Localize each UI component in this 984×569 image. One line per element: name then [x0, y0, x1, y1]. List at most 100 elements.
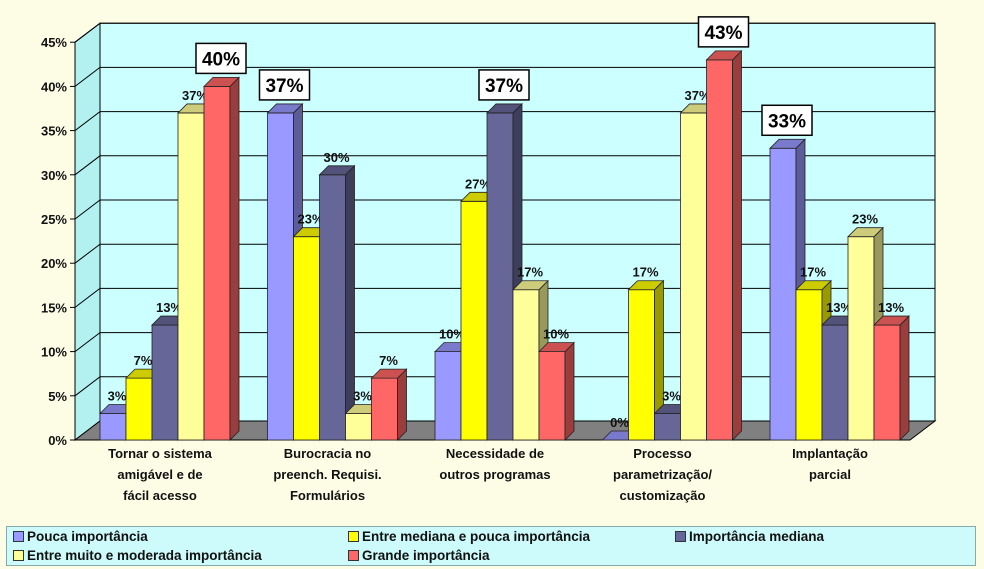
bar — [654, 413, 681, 441]
bar-top — [873, 315, 910, 326]
data-label-box — [697, 16, 750, 48]
data-label: 10% — [543, 327, 569, 342]
bar — [267, 112, 294, 441]
y-tick-label: 10% — [41, 345, 67, 360]
x-tick-label: preench. Requisi. — [273, 467, 381, 482]
data-label: 23% — [297, 212, 323, 227]
data-label: 13% — [156, 300, 182, 315]
data-label: 7% — [379, 353, 398, 368]
bar-top — [538, 342, 575, 353]
x-tick-label: parcial — [809, 467, 851, 482]
data-label: 17% — [800, 265, 826, 280]
gridline — [74, 155, 935, 176]
x-tick-label: Necessidade de — [446, 446, 544, 461]
bar — [847, 236, 875, 441]
bar — [795, 289, 823, 441]
data-label: 17% — [517, 265, 543, 280]
bar-top — [705, 50, 743, 61]
x-tick-label: amigável e de — [117, 467, 202, 482]
bar-top — [318, 165, 356, 176]
data-label: 13% — [826, 300, 852, 315]
gridline — [74, 243, 935, 264]
x-tick-label: fácil acesso — [123, 488, 197, 503]
data-label: 23% — [852, 212, 878, 227]
data-label: 37% — [485, 76, 523, 97]
y-tick-label: 35% — [41, 124, 67, 139]
bar — [512, 289, 540, 441]
legend-swatch-mediana — [675, 531, 686, 542]
bar-top — [847, 227, 884, 238]
bar-side — [732, 49, 742, 441]
legend-item-muito-moderada: Entre muito e moderada importância — [13, 548, 262, 563]
legend-label-grande: Grande importância — [362, 548, 490, 563]
bar — [203, 86, 231, 441]
data-label: 27% — [465, 176, 491, 191]
y-tick-label: 20% — [41, 256, 67, 271]
bar — [538, 351, 566, 441]
legend-label-mediana-pouca: Entre mediana e pouca importância — [362, 529, 591, 544]
data-label: 3% — [353, 388, 372, 403]
bar — [460, 200, 488, 441]
x-tick-label: customização — [620, 488, 706, 503]
gridline — [74, 199, 935, 220]
legend-label-muito-moderada: Entre muito e moderada importância — [27, 548, 262, 563]
x-tick-label: Burocracia no — [284, 446, 371, 461]
data-label-box — [195, 42, 247, 75]
legend-swatch-grande — [348, 550, 359, 561]
data-label: 0% — [610, 415, 629, 430]
bar — [345, 413, 372, 441]
chart-side-wall — [74, 22, 101, 442]
bar-side — [899, 315, 910, 441]
bar — [628, 289, 655, 441]
data-label-box — [478, 69, 530, 101]
y-tick-label: 0% — [48, 433, 67, 448]
bar — [125, 377, 153, 441]
y-tick-label: 5% — [48, 389, 67, 404]
bar-side — [564, 341, 575, 441]
legend-item-grande: Grande importância — [348, 548, 490, 563]
y-tick-label: 30% — [41, 168, 67, 183]
legend-item-mediana: Importância mediana — [675, 529, 824, 544]
legend-swatch-pouca — [13, 531, 24, 542]
bar — [371, 377, 398, 441]
x-tick-label: Processo — [633, 446, 692, 461]
bar — [293, 236, 320, 441]
data-label: 3% — [108, 388, 127, 403]
bar — [706, 59, 733, 441]
bar — [680, 112, 707, 441]
legend-swatch-muito-moderada — [13, 550, 24, 561]
y-tick-label: 45% — [41, 35, 67, 50]
chart-legend: Pouca importância Entre mediana e pouca … — [6, 526, 976, 566]
data-label: 33% — [768, 111, 806, 132]
bar-top — [370, 368, 408, 379]
legend-item-pouca: Pouca importância — [13, 529, 148, 544]
bar-top — [203, 77, 240, 87]
bar — [177, 112, 205, 441]
bar — [434, 351, 462, 441]
bar-side — [397, 368, 407, 441]
data-label-box — [258, 69, 311, 101]
bar — [486, 112, 514, 441]
data-label-box — [761, 104, 813, 137]
x-tick-label: Formulários — [290, 488, 365, 503]
bar-top — [486, 103, 523, 114]
bar — [319, 174, 346, 441]
bar — [769, 147, 797, 441]
bar-top — [627, 280, 665, 291]
x-tick-label: parametrização/ — [613, 467, 712, 482]
data-label: 40% — [202, 49, 240, 70]
y-tick-label: 40% — [41, 79, 67, 94]
x-tick-label: outros programas — [439, 467, 550, 482]
data-label: 30% — [323, 150, 349, 165]
data-label: 13% — [878, 300, 904, 315]
bar-top — [266, 103, 304, 114]
bar-side — [229, 76, 240, 441]
data-label: 3% — [662, 388, 681, 403]
legend-label-pouca: Pouca importância — [27, 529, 148, 544]
gridline — [74, 111, 935, 131]
legend-swatch-mediana-pouca — [348, 531, 359, 542]
legend-item-mediana-pouca: Entre mediana e pouca importância — [348, 529, 590, 544]
data-label: 10% — [439, 327, 465, 342]
data-label: 17% — [632, 265, 658, 280]
